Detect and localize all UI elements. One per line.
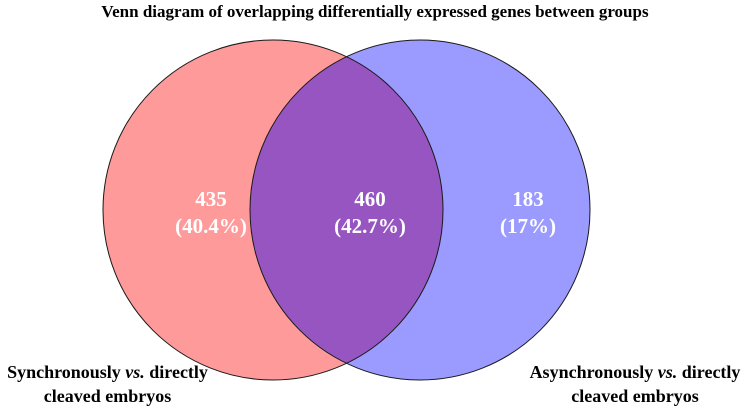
right-label-vs: vs. (657, 362, 678, 382)
right-label-post: directly (677, 362, 741, 382)
left-label-vs: vs. (125, 362, 145, 382)
right-circle-outline (249, 39, 591, 381)
left-set-label: Synchronously vs. directly cleaved embry… (0, 360, 215, 408)
diagram-title: Venn diagram of overlapping differential… (101, 2, 649, 21)
right-label-pre: Asynchronously (529, 362, 658, 382)
left-circle-outline (102, 39, 444, 381)
left-only-count: 435 (40.4%) (146, 186, 276, 240)
overlap-count: 460 (42.7%) (305, 186, 435, 240)
right-set-label-line2: cleaved embryos (571, 386, 699, 406)
overlap-percent: (42.7%) (334, 214, 406, 238)
left-set-label-line1: Synchronously vs. directly (0, 360, 215, 384)
left-label-post: directly (144, 362, 208, 382)
right-only-percent: (17%) (500, 214, 556, 238)
right-only-value: 183 (512, 187, 544, 211)
overlap-region (250, 40, 443, 380)
left-only-value: 435 (195, 187, 227, 211)
left-only-percent: (40.4%) (175, 214, 247, 238)
overlap-value: 460 (354, 187, 386, 211)
left-set-label-line2: cleaved embryos (43, 386, 172, 406)
left-label-pre: Synchronously (7, 362, 126, 382)
right-set-label-line1: Asynchronously vs. directly (520, 360, 750, 384)
right-only-count: 183 (17%) (463, 186, 593, 240)
right-set-label: Asynchronously vs. directly cleaved embr… (520, 360, 750, 408)
